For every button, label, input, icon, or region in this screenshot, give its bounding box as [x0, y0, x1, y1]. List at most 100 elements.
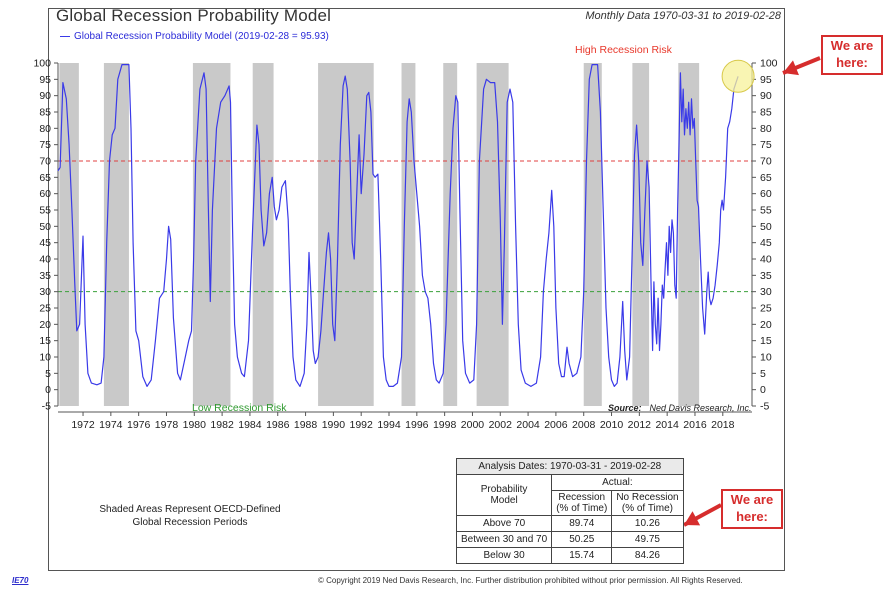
- y-tick-label-right: 25: [760, 303, 772, 315]
- table-actual-header: Actual:: [551, 474, 684, 491]
- y-tick-label-left: 70: [39, 156, 51, 168]
- y-tick-label-left: 75: [39, 139, 51, 151]
- y-tick-label-right: 0: [760, 384, 766, 396]
- y-tick-label-left: 60: [39, 188, 51, 200]
- x-tick-label: 2012: [628, 419, 652, 431]
- callout-top-line2: here:: [836, 55, 868, 70]
- recession-header-line2: (% of Time): [556, 503, 608, 514]
- no-recession-header-line2: (% of Time): [621, 503, 673, 514]
- model-header-line1: Probability: [480, 484, 528, 495]
- low-risk-label: Low Recession Risk: [192, 402, 287, 414]
- y-tick-label-left: 5: [45, 368, 51, 380]
- y-tick-label-left: 90: [39, 90, 51, 102]
- row-recession: 15.74: [551, 547, 613, 564]
- callout-arrow-bottom-head: [684, 511, 701, 526]
- shading-note-line1: Shaded Areas Represent OECD-Defined: [99, 504, 281, 515]
- y-tick-label-left: 0: [45, 384, 51, 396]
- table-row: Between 30 and 70 50.25 49.75: [455, 531, 684, 548]
- row-recession: 50.25: [551, 531, 613, 548]
- ndr-logo: IE70: [12, 576, 29, 585]
- table-title: Analysis Dates: 1970-03-31 - 2019-02-28: [456, 458, 684, 475]
- y-tick-label-right: 50: [760, 221, 772, 233]
- row-no-recession: 49.75: [611, 531, 684, 548]
- y-tick-label-left: 40: [39, 254, 51, 266]
- series-line: [57, 63, 739, 387]
- x-tick-label: 2002: [489, 419, 513, 431]
- recession-shade: [59, 63, 79, 406]
- x-tick-label: 2014: [655, 419, 679, 431]
- recession-shade: [678, 63, 700, 406]
- recession-shade: [583, 63, 602, 406]
- current-value-highlight: [721, 59, 755, 93]
- y-tick-label-right: 35: [760, 270, 772, 282]
- y-tick-label-left: 55: [39, 205, 51, 217]
- y-tick-label-right: 15: [760, 335, 772, 347]
- x-tick-label: 1992: [350, 419, 374, 431]
- chart-subtitle: Monthly Data 1970-03-31 to 2019-02-28: [585, 10, 781, 22]
- x-tick-label: 1998: [433, 419, 457, 431]
- x-tick-label: 2016: [683, 419, 707, 431]
- y-tick-label-right: 65: [760, 172, 772, 184]
- x-tick-label: 1986: [266, 419, 290, 431]
- callout-bottom-line2: here:: [736, 509, 768, 524]
- y-tick-label-left: 35: [39, 270, 51, 282]
- recession-shade: [401, 63, 416, 406]
- y-tick-label-left: 95: [39, 74, 51, 86]
- y-tick-label-right: 85: [760, 107, 772, 119]
- x-tick-label: 1994: [377, 419, 401, 431]
- we-are-here-callout-bottom: We are here:: [721, 489, 783, 529]
- row-no-recession: 10.26: [611, 515, 684, 532]
- x-tick-label: 2008: [572, 419, 596, 431]
- no-recession-header-line1: No Recession: [616, 492, 679, 503]
- row-recession: 89.74: [551, 515, 613, 532]
- table-model-header: Probability Model: [455, 474, 553, 516]
- x-tick-label: 1988: [294, 419, 318, 431]
- y-tick-label-right: 80: [760, 123, 772, 135]
- x-tick-label: 1982: [210, 419, 234, 431]
- row-label: Below 30: [455, 547, 553, 564]
- row-no-recession: 84.26: [611, 547, 684, 564]
- y-tick-label-left: 100: [33, 58, 51, 70]
- x-tick-label: 1978: [155, 419, 179, 431]
- model-header-line2: Model: [490, 495, 518, 506]
- copyright-text: © Copyright 2019 Ned Davis Research, Inc…: [318, 576, 743, 585]
- y-tick-label-right: 55: [760, 205, 772, 217]
- x-tick-label: 1996: [405, 419, 429, 431]
- source-value: Ned Davis Research, Inc.: [649, 403, 752, 413]
- recession-shade: [443, 63, 458, 406]
- legend-swatch: [60, 36, 70, 37]
- shading-note: Shaded Areas Represent OECD-Defined Glob…: [70, 503, 310, 529]
- table-row: Below 30 15.74 84.26: [455, 547, 684, 564]
- recession-shade: [476, 63, 509, 406]
- y-tick-label-right: 75: [760, 139, 772, 151]
- we-are-here-callout-top: We are here:: [821, 35, 883, 75]
- y-tick-label-right: 95: [760, 74, 772, 86]
- callout-arrow-top-head: [783, 60, 799, 76]
- callout-top-line1: We are: [830, 38, 874, 53]
- recession-shade: [318, 63, 374, 406]
- y-tick-label-left: 85: [39, 107, 51, 119]
- y-tick-label-right: 90: [760, 90, 772, 102]
- shading-note-line2: Global Recession Periods: [132, 517, 248, 528]
- source-note: Source: Ned Davis Research, Inc.: [608, 403, 752, 413]
- y-tick-label-left: 50: [39, 221, 51, 233]
- y-tick-label-left: 10: [39, 352, 51, 364]
- y-tick-label-right: 30: [760, 286, 772, 298]
- x-tick-label: 1990: [322, 419, 346, 431]
- table-row: Above 70 89.74 10.26: [455, 515, 684, 532]
- y-tick-label-left: 30: [39, 286, 51, 298]
- y-tick-label-right: 5: [760, 368, 766, 380]
- recession-header-line1: Recession: [558, 492, 606, 503]
- y-tick-label-left: 80: [39, 123, 51, 135]
- x-tick-label: 1980: [183, 419, 207, 431]
- legend-label: Global Recession Probability Model (2019…: [74, 31, 329, 42]
- x-tick-label: 2004: [516, 419, 540, 431]
- row-label: Above 70: [455, 515, 553, 532]
- x-tick-label: 1972: [71, 419, 95, 431]
- x-tick-label: 1974: [99, 419, 123, 431]
- legend: Global Recession Probability Model (2019…: [60, 31, 329, 42]
- y-tick-label-right: 45: [760, 237, 772, 249]
- source-label: Source:: [608, 403, 642, 413]
- y-tick-label-right: -5: [760, 401, 769, 413]
